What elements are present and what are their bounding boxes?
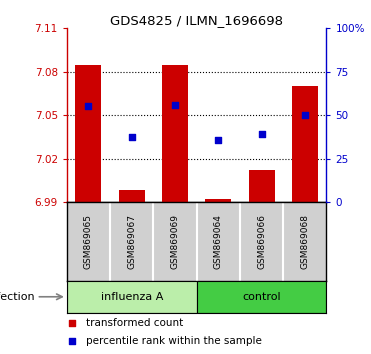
Point [69,338,75,344]
Bar [119,190,145,202]
Bar [292,86,318,202]
Bar [75,64,101,202]
Point [129,134,135,140]
Point [69,320,75,326]
Point [215,137,221,143]
Text: transformed count: transformed count [86,318,184,328]
Bar [162,64,188,202]
Bar [197,281,326,313]
Text: GSM869069: GSM869069 [171,214,180,269]
Point [85,104,91,109]
Text: GSM869066: GSM869066 [257,214,266,269]
Text: infection: infection [0,292,35,302]
Title: GDS4825 / ILMN_1696698: GDS4825 / ILMN_1696698 [110,14,283,27]
Text: control: control [242,292,281,302]
Text: GSM869067: GSM869067 [127,214,136,269]
Text: GSM869065: GSM869065 [84,214,93,269]
Text: percentile rank within the sample: percentile rank within the sample [86,336,262,346]
Text: GSM869068: GSM869068 [301,214,309,269]
Text: influenza A: influenza A [101,292,163,302]
Bar [249,170,275,202]
Point [259,131,265,137]
Text: GSM869064: GSM869064 [214,214,223,269]
Point [302,112,308,118]
Bar [67,281,197,313]
Bar [205,199,231,202]
Point [172,102,178,108]
